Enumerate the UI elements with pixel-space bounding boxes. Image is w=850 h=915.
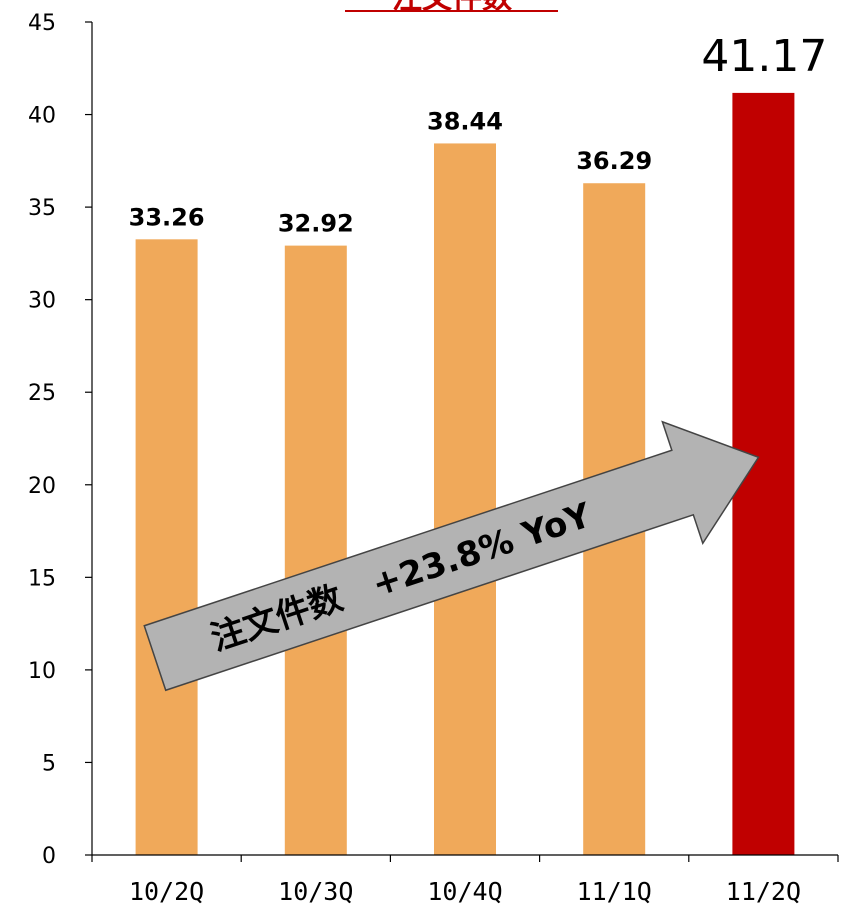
y-tick-label: 5 [42, 751, 56, 776]
y-tick-label: 20 [28, 474, 56, 499]
trend-arrow-shape [143, 420, 760, 692]
y-tick-label: 15 [28, 566, 56, 591]
bar-10-3Q [284, 245, 347, 855]
data-label: 36.29 [576, 147, 652, 175]
y-tick-label: 45 [28, 11, 56, 36]
trend-arrow-text: 注文件数 +23.8% YoY [206, 495, 596, 659]
chart-title: 注文件数 [392, 0, 513, 16]
bars [135, 92, 795, 856]
y-tick-label: 0 [42, 844, 56, 869]
x-tick-label: 10/3Q [278, 877, 353, 906]
x-tick-label: 11/2Q [726, 877, 801, 906]
x-tick-label: 10/2Q [129, 877, 204, 906]
x-tick-label: 11/1Q [577, 877, 652, 906]
y-tick-label: 35 [28, 196, 56, 221]
y-tick-label: 25 [28, 381, 56, 406]
value-labels: 33.26 32.92 38.44 36.29 41.17 [129, 31, 828, 238]
bar-10-4Q [434, 143, 496, 856]
bar-10-2Q [135, 239, 198, 856]
data-label: 41.17 [701, 31, 827, 82]
y-axis-ticks: 0 5 10 15 20 25 30 35 40 45 [28, 11, 92, 869]
y-tick-label: 10 [28, 659, 56, 684]
x-axis-ticks [91, 855, 839, 862]
data-label: 38.44 [427, 107, 503, 135]
category-labels: 10/2Q 10/3Q 10/4Q 11/1Q 11/2Q [129, 877, 801, 906]
y-tick-label: 30 [28, 289, 56, 314]
x-tick-label: 10/4Q [427, 877, 502, 906]
y-tick-label: 40 [28, 104, 56, 129]
data-label: 33.26 [129, 203, 205, 231]
data-label: 32.92 [278, 210, 354, 238]
